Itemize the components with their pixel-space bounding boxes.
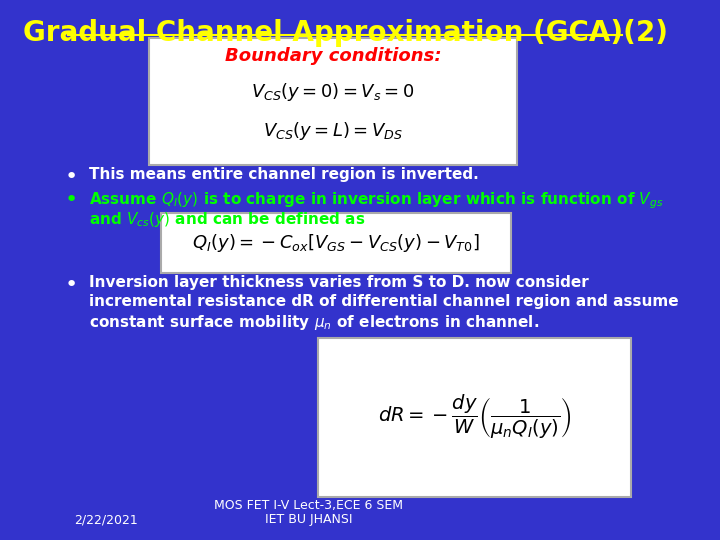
Text: Boundary conditions:: Boundary conditions:: [225, 47, 441, 65]
FancyBboxPatch shape: [318, 338, 631, 497]
Text: Inversion layer thickness varies from S to D. now consider: Inversion layer thickness varies from S …: [89, 275, 588, 291]
Text: $dR = -\dfrac{dy}{W}\left(\dfrac{1}{\mu_n Q_I(y)}\right)$: $dR = -\dfrac{dy}{W}\left(\dfrac{1}{\mu_…: [378, 393, 572, 441]
Text: Gradual Channel Approximation (GCA)(2): Gradual Channel Approximation (GCA)(2): [22, 19, 667, 47]
Text: $V_{CS}(y = L) = V_{DS}$: $V_{CS}(y = L) = V_{DS}$: [263, 120, 403, 143]
FancyBboxPatch shape: [149, 38, 517, 165]
Text: MOS FET I-V Lect-3,ECE 6 SEM
IET BU JHANSI: MOS FET I-V Lect-3,ECE 6 SEM IET BU JHAN…: [215, 498, 403, 526]
Text: This means entire channel region is inverted.: This means entire channel region is inve…: [89, 167, 479, 183]
Text: •: •: [65, 190, 78, 210]
Text: constant surface mobility $\mu_n$ of electrons in channel.: constant surface mobility $\mu_n$ of ele…: [89, 313, 539, 332]
Text: •: •: [65, 275, 78, 295]
Text: and $V_{cs}(y)$ and can be defined as: and $V_{cs}(y)$ and can be defined as: [89, 210, 365, 228]
Text: $V_{CS}(y = 0) = V_s = 0$: $V_{CS}(y = 0) = V_s = 0$: [251, 81, 415, 103]
FancyBboxPatch shape: [161, 213, 511, 273]
Text: incremental resistance dR of differential channel region and assume: incremental resistance dR of differentia…: [89, 294, 678, 309]
Text: •: •: [65, 167, 78, 187]
Text: $Q_I(y) = -C_{ox}[V_{GS} - V_{CS}(y) - V_{T0}]$: $Q_I(y) = -C_{ox}[V_{GS} - V_{CS}(y) - V…: [192, 232, 480, 254]
Text: Assume $Q_I(y)$ is to charge in inversion layer which is function of $V_{gs}$: Assume $Q_I(y)$ is to charge in inversio…: [89, 190, 663, 211]
Text: 2/22/2021: 2/22/2021: [73, 514, 138, 526]
